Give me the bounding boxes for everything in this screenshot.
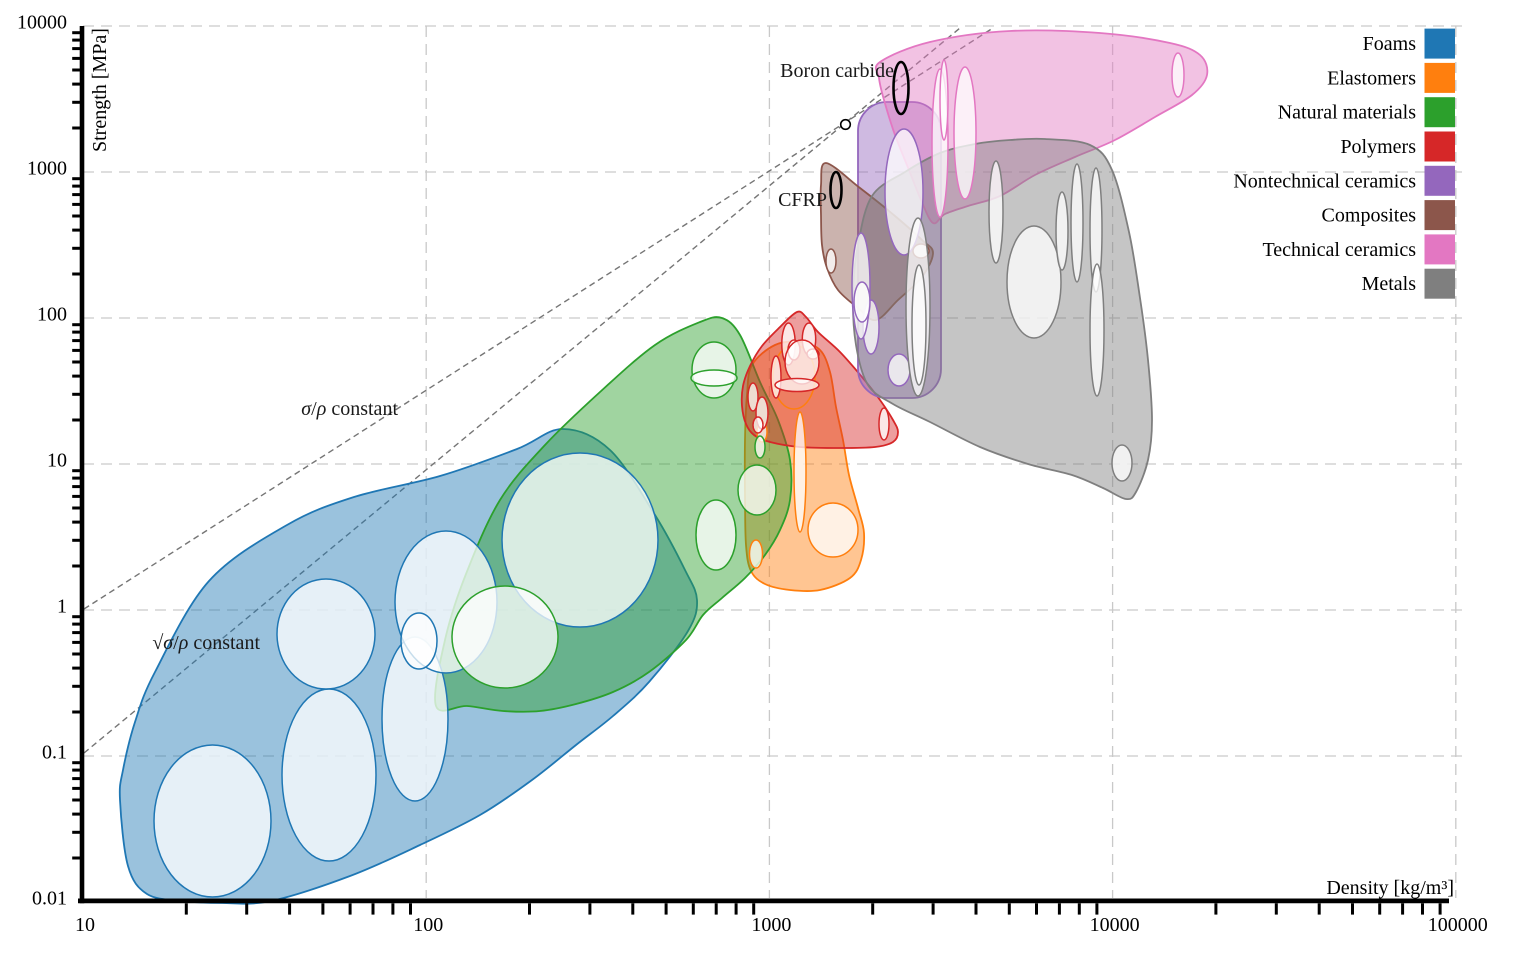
- svg-text:CFRP: CFRP: [778, 189, 827, 211]
- svg-text:100: 100: [413, 914, 443, 936]
- svg-text:Nontechnical ceramics: Nontechnical ceramics: [1233, 170, 1416, 192]
- svg-text:1000: 1000: [27, 158, 67, 180]
- svg-text:1000: 1000: [751, 914, 791, 936]
- svg-text:Metals: Metals: [1362, 273, 1417, 295]
- svg-text:σ/ρ constant: σ/ρ constant: [301, 398, 398, 420]
- svg-text:Boron carbide: Boron carbide: [780, 60, 894, 82]
- svg-text:Technical ceramics: Technical ceramics: [1262, 239, 1416, 261]
- svg-text:100000: 100000: [1428, 914, 1488, 936]
- svg-text:10: 10: [75, 914, 95, 936]
- svg-text:10000: 10000: [1090, 914, 1140, 936]
- svg-text:Polymers: Polymers: [1340, 136, 1416, 158]
- svg-text:10: 10: [47, 450, 67, 472]
- svg-text:Density [kg/m³]: Density [kg/m³]: [1326, 877, 1454, 899]
- svg-text:Foams: Foams: [1363, 33, 1417, 55]
- svg-text:0.01: 0.01: [32, 888, 67, 910]
- svg-text:10000: 10000: [17, 12, 67, 34]
- svg-text:Elastomers: Elastomers: [1327, 67, 1416, 89]
- svg-text:Composites: Composites: [1322, 205, 1417, 227]
- svg-text:0.1: 0.1: [42, 742, 67, 764]
- svg-text:Natural materials: Natural materials: [1278, 102, 1416, 124]
- svg-text:√σ/ρ constant: √σ/ρ constant: [152, 632, 260, 654]
- svg-text:100: 100: [37, 304, 67, 326]
- svg-text:1: 1: [57, 596, 67, 618]
- svg-text:Strength [MPa]: Strength [MPa]: [89, 28, 111, 152]
